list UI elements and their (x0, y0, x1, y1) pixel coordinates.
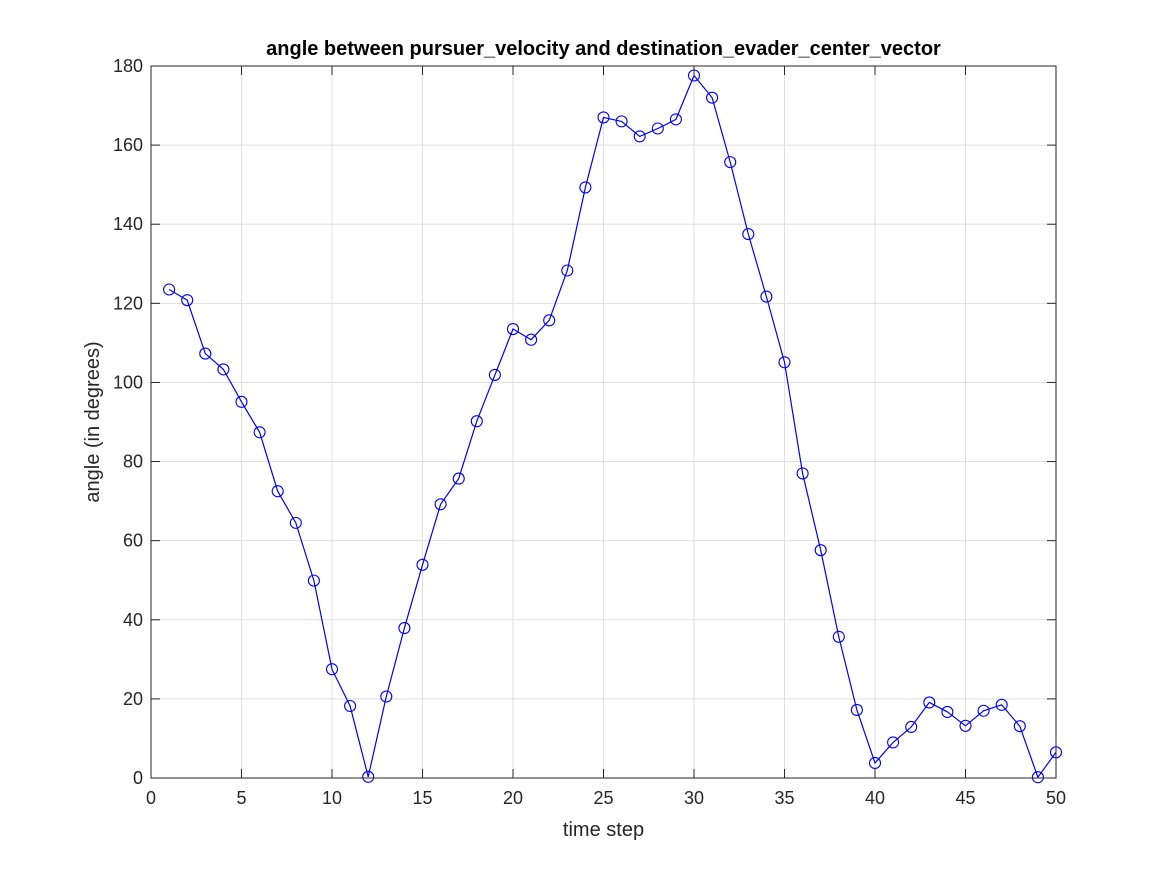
data-point (977, 704, 990, 717)
data-point (706, 91, 719, 104)
data-point (941, 705, 954, 718)
data-point (470, 415, 483, 428)
data-point (651, 122, 664, 135)
data-point (434, 498, 447, 511)
x-tick-label: 35 (774, 788, 794, 808)
x-tick-label: 5 (236, 788, 246, 808)
data-point (561, 264, 574, 277)
data-point (597, 111, 610, 124)
data-point (995, 698, 1008, 711)
x-tick-label: 15 (412, 788, 432, 808)
data-point (760, 290, 773, 303)
data-point (868, 756, 882, 770)
data-point (416, 558, 429, 571)
y-tick-label: 140 (113, 214, 143, 234)
data-point (778, 356, 791, 369)
data-point (199, 347, 212, 360)
y-tick-label: 160 (113, 135, 143, 155)
data-point (325, 663, 339, 676)
data-point (525, 333, 538, 346)
y-tick-label: 20 (123, 689, 143, 709)
data-point (669, 113, 682, 126)
axis-ticks: 0 5 10 15 20 25 30 35 40 45 50 0 20 40 60 80 100 120 140 16… (113, 56, 1066, 808)
data-point (887, 736, 900, 749)
x-tick-label: 25 (593, 788, 613, 808)
data-point (488, 368, 501, 381)
data-point (633, 130, 646, 143)
chart-title: angle between pursuer_velocity and desti… (266, 38, 941, 60)
data-point (923, 696, 936, 709)
data-point (850, 703, 863, 717)
data-point (289, 516, 302, 529)
data-point (506, 322, 520, 336)
data-point (615, 115, 628, 128)
data-point (344, 699, 357, 713)
y-tick-label: 0 (133, 768, 143, 788)
y-tick-label: 40 (123, 610, 143, 630)
data-point (217, 363, 230, 376)
x-tick-label: 20 (503, 788, 523, 808)
data-point (452, 472, 465, 485)
data-series (163, 69, 1063, 784)
x-tick-label: 0 (146, 788, 156, 808)
x-tick-label: 50 (1046, 788, 1066, 808)
x-tick-label: 30 (684, 788, 704, 808)
data-point (724, 156, 737, 169)
y-tick-label: 120 (113, 293, 143, 313)
axes-box (150, 65, 1057, 779)
y-tick-label: 100 (113, 372, 143, 392)
data-point (959, 719, 972, 732)
y-axis-label: angle (in degrees) (82, 341, 104, 502)
data-point (579, 181, 592, 194)
data-point (832, 630, 845, 643)
data-point (796, 467, 809, 480)
series-line (168, 74, 1057, 779)
y-tick-label: 80 (123, 452, 143, 472)
data-point (253, 426, 266, 439)
data-point (235, 395, 248, 408)
x-tick-label: 10 (322, 788, 342, 808)
data-point (1013, 720, 1026, 733)
data-point (307, 574, 320, 587)
y-tick-label: 180 (113, 56, 143, 76)
data-point (742, 228, 755, 241)
x-tick-label: 40 (865, 788, 885, 808)
x-tick-label: 45 (955, 788, 975, 808)
data-point (543, 314, 556, 327)
data-point (163, 283, 176, 296)
data-point (380, 690, 393, 703)
y-tick-label: 60 (123, 531, 143, 551)
data-point (1031, 771, 1044, 784)
data-point (905, 720, 918, 734)
data-point (814, 544, 827, 557)
data-point (181, 294, 194, 307)
data-point (271, 485, 284, 498)
data-point (398, 622, 411, 635)
data-point (362, 770, 375, 783)
x-axis-label: time step (563, 819, 644, 841)
data-point (687, 69, 701, 82)
